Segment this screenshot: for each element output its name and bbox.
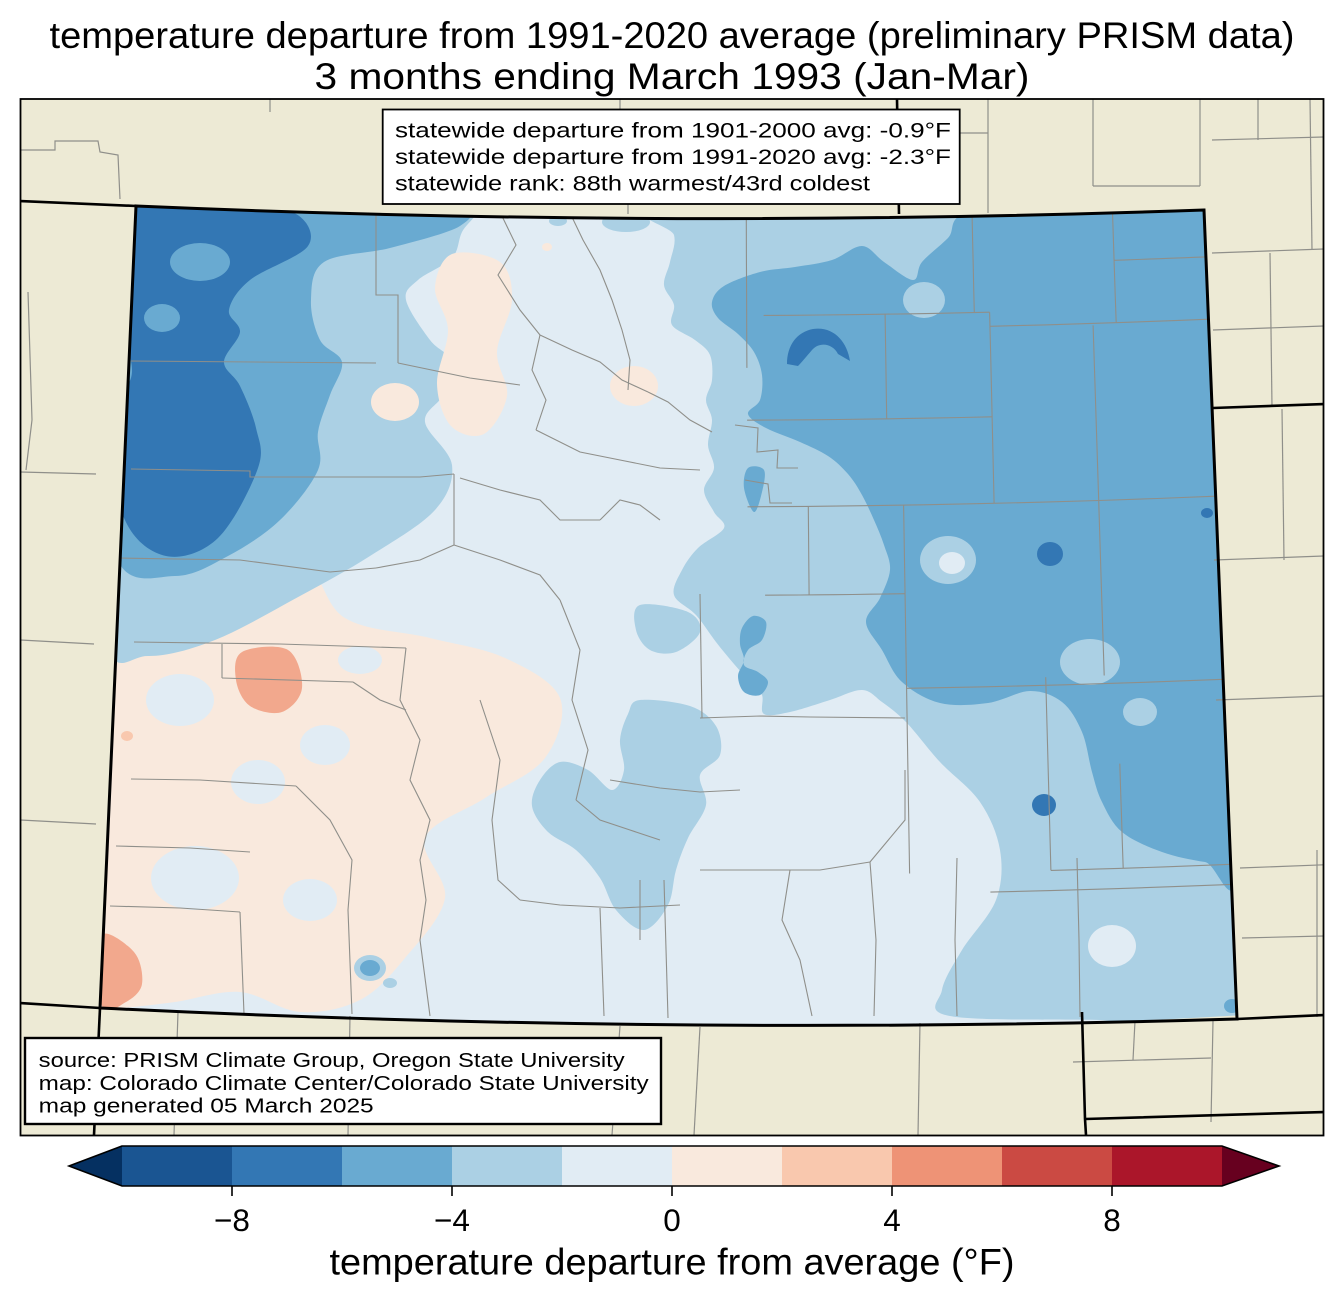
svg-text:statewide departure from 1901-: statewide departure from 1901-2000 avg: … xyxy=(395,120,951,143)
svg-text:temperature departure from ave: temperature departure from average (°F) xyxy=(330,1241,1015,1283)
svg-text:0: 0 xyxy=(663,1202,681,1238)
svg-text:−4: −4 xyxy=(434,1202,470,1238)
svg-text:statewide departure from 1991-: statewide departure from 1991-2020 avg: … xyxy=(395,146,951,169)
svg-text:8: 8 xyxy=(1103,1202,1121,1238)
svg-text:statewide rank: 88th warmest/4: statewide rank: 88th warmest/43rd coldes… xyxy=(395,172,870,195)
svg-text:3 months ending March 1993 (Ja: 3 months ending March 1993 (Jan-Mar) xyxy=(315,56,1030,97)
svg-text:map generated 05 March 2025: map generated 05 March 2025 xyxy=(39,1096,374,1118)
svg-text:−8: −8 xyxy=(214,1202,250,1238)
svg-text:temperature departure from 199: temperature departure from 1991-2020 ave… xyxy=(50,15,1295,56)
svg-text:map: Colorado Climate Center/C: map: Colorado Climate Center/Colorado St… xyxy=(39,1073,649,1095)
svg-text:4: 4 xyxy=(883,1202,901,1238)
svg-text:source: PRISM Climate Group, O: source: PRISM Climate Group, Oregon Stat… xyxy=(39,1050,625,1072)
